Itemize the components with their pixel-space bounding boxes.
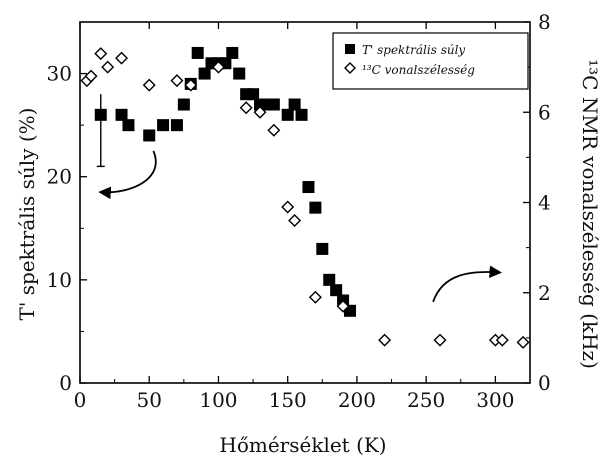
data-point-square — [177, 98, 190, 111]
x-tick-label: 150 — [269, 388, 307, 412]
data-point-square — [170, 119, 183, 132]
y-left-tick-label: 0 — [59, 371, 72, 395]
x-tick-label: 300 — [476, 388, 514, 412]
data-point-square — [122, 119, 135, 132]
data-point-square — [94, 108, 107, 121]
y-right-tick-label: 2 — [538, 281, 551, 305]
y-right-tick-label: 6 — [538, 100, 551, 124]
data-point-diamond — [101, 60, 115, 74]
y-left-tick-label: 30 — [47, 62, 72, 86]
data-point-diamond — [239, 101, 253, 115]
data-point-square — [302, 181, 315, 194]
data-point-square — [191, 46, 204, 59]
data-point-square — [226, 46, 239, 59]
data-point-diamond — [211, 60, 225, 74]
arrow-to-right-axis — [432, 265, 503, 303]
data-point-square — [323, 273, 336, 286]
y-axis-right-title: ¹³C NMR vonalszélesség (kHz) — [578, 59, 602, 369]
data-point-square — [233, 67, 246, 80]
data-point-diamond — [142, 78, 156, 92]
y-right-tick-label: 8 — [538, 10, 551, 34]
data-point-square — [157, 119, 170, 132]
data-point-square — [309, 201, 322, 214]
y-axis-left-title: T' spektrális súly (%) — [15, 108, 39, 321]
legend-label-squares: T' spektrális súly — [362, 43, 465, 57]
y-right-tick-label: 4 — [538, 191, 551, 215]
arrow-to-left-axis — [98, 150, 157, 200]
data-point-square — [267, 98, 280, 111]
legend-marker-squares — [345, 44, 355, 54]
data-point-square — [281, 108, 294, 121]
legend-label-diamonds: ¹³C vonalszélesség — [362, 63, 475, 77]
data-point-diamond — [433, 333, 447, 347]
data-point-diamond — [495, 333, 509, 347]
legend-box — [332, 32, 529, 90]
data-point-square — [198, 67, 211, 80]
data-point-square — [115, 108, 128, 121]
data-point-diamond — [184, 78, 198, 92]
y-left-tick-label: 20 — [47, 165, 72, 189]
legend-marker-diamonds — [344, 62, 356, 74]
data-point-square — [143, 129, 156, 142]
data-point-diamond — [308, 290, 322, 304]
data-point-diamond — [170, 74, 184, 88]
x-tick-label: 200 — [338, 388, 376, 412]
data-point-diamond — [84, 69, 98, 83]
data-point-square — [330, 284, 343, 297]
legend: T' spektrális súly ¹³C vonalszélesség — [332, 32, 529, 90]
x-tick-label: 250 — [407, 388, 445, 412]
x-tick-label: 50 — [137, 388, 162, 412]
data-point-square — [316, 242, 329, 255]
data-point-diamond — [378, 333, 392, 347]
data-point-diamond — [253, 105, 267, 119]
data-point-square — [247, 88, 260, 101]
data-point-diamond — [288, 214, 302, 228]
y-right-tick-label: 0 — [538, 371, 551, 395]
data-point-diamond — [94, 47, 108, 61]
data-point-diamond — [281, 200, 295, 214]
data-point-diamond — [267, 123, 281, 137]
y-left-tick-label: 10 — [47, 268, 72, 292]
data-point-diamond — [516, 335, 530, 349]
x-tick-label: 100 — [199, 388, 237, 412]
data-point-square — [295, 108, 308, 121]
data-point-diamond — [336, 299, 350, 313]
x-axis-title: Hőmérséklet (K) — [219, 433, 386, 457]
data-point-diamond — [115, 51, 129, 65]
data-point-square — [288, 98, 301, 111]
x-tick-label: 0 — [74, 388, 87, 412]
